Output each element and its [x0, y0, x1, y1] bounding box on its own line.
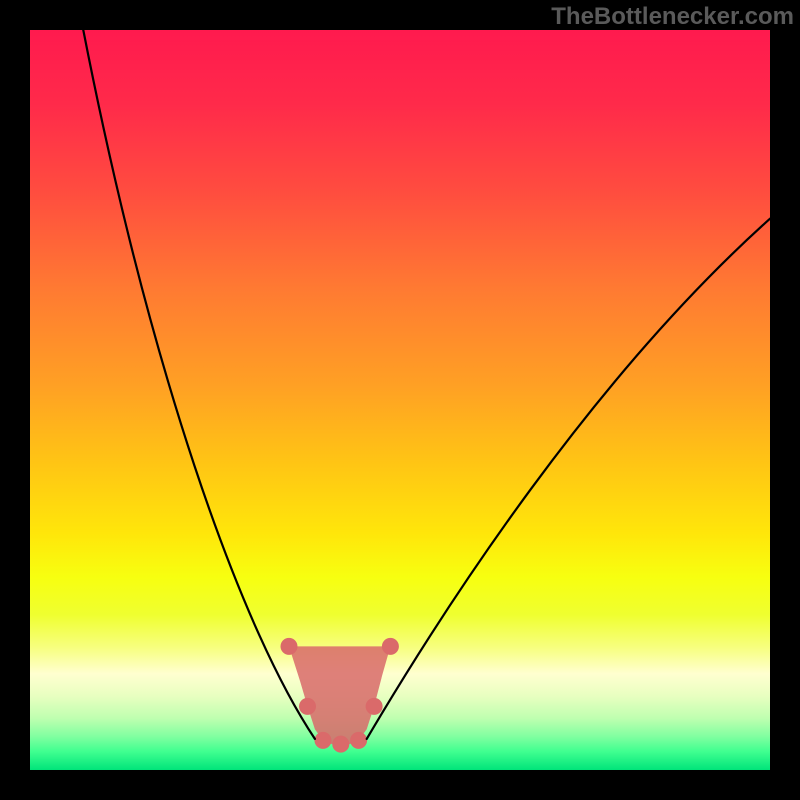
band-marker [333, 736, 349, 752]
band-marker [300, 698, 316, 714]
band-marker [315, 732, 331, 748]
plot-area [30, 30, 770, 770]
band-marker [366, 698, 382, 714]
curve-right [367, 219, 770, 739]
band-marker [382, 638, 398, 654]
band-marker [281, 638, 297, 654]
watermark-text: TheBottlenecker.com [551, 3, 794, 31]
plot-svg [30, 30, 770, 770]
highlight-band [289, 646, 390, 744]
chart-stage: TheBottlenecker.com [0, 0, 800, 800]
band-marker [351, 732, 367, 748]
curve-left [83, 30, 315, 739]
